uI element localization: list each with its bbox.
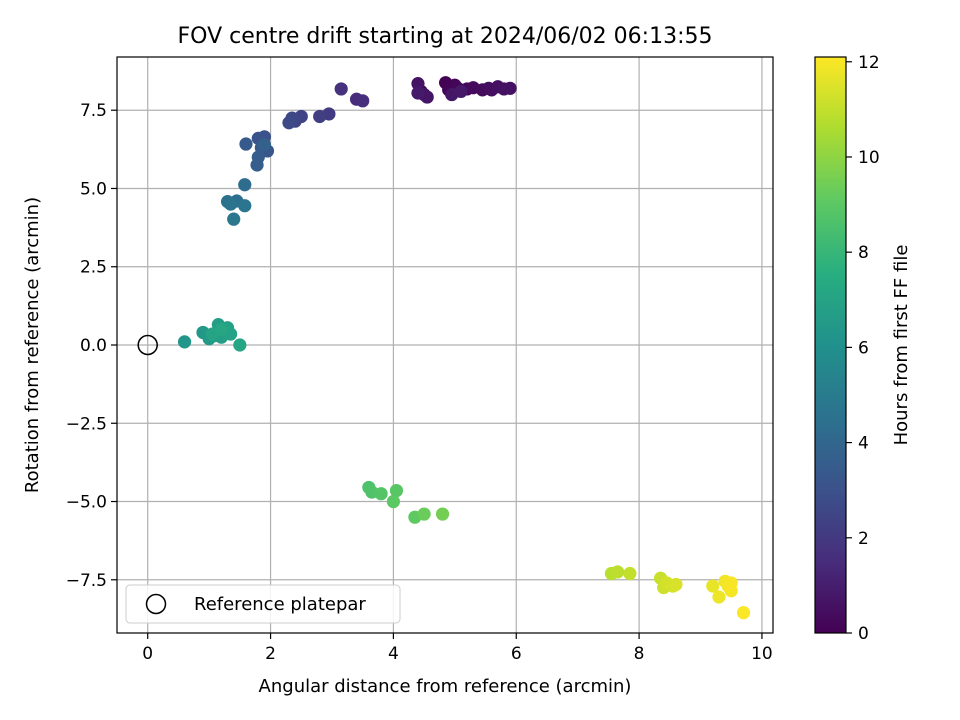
data-point xyxy=(386,494,401,509)
data-point xyxy=(669,577,683,592)
data-point xyxy=(334,82,348,96)
data-point xyxy=(417,507,431,521)
y-tick-label: 0.0 xyxy=(80,336,107,356)
data-point xyxy=(227,212,241,226)
data-point xyxy=(411,86,425,100)
y-tick-label: 5.0 xyxy=(80,179,107,199)
data-point xyxy=(724,576,738,590)
x-tick-label: 0 xyxy=(142,644,153,664)
data-point xyxy=(706,579,720,593)
data-point xyxy=(238,178,252,192)
data-points xyxy=(177,76,751,620)
chart-title: FOV centre drift starting at 2024/06/02 … xyxy=(178,24,713,49)
data-point xyxy=(736,606,751,620)
data-point xyxy=(224,197,238,211)
data-point xyxy=(257,138,272,152)
y-tick-label: 2.5 xyxy=(80,258,107,278)
data-point xyxy=(389,483,404,498)
y-tick-label: 7.5 xyxy=(80,101,107,121)
colorbar-ticks: 0 2 4 6 8 10 12 xyxy=(846,53,880,644)
colorbar-tick-label: 6 xyxy=(858,338,869,358)
data-point xyxy=(374,487,388,501)
colorbar: 0 2 4 6 8 10 12 Hours from first FF file xyxy=(814,53,912,644)
data-point xyxy=(233,338,247,352)
data-point xyxy=(503,81,517,95)
colorbar-tick-label: 4 xyxy=(858,434,869,454)
x-tick-label: 2 xyxy=(265,644,276,664)
legend-label: Reference platepar xyxy=(194,594,366,615)
reference-platepar-marker xyxy=(137,334,158,356)
data-point xyxy=(238,199,252,213)
data-point xyxy=(239,137,253,151)
colorbar-tick-label: 8 xyxy=(858,243,869,263)
colorbar-tick-label: 2 xyxy=(858,529,869,549)
data-point xyxy=(177,335,192,349)
colorbar-label: Hours from first FF file xyxy=(891,245,912,446)
colorbar-gradient xyxy=(814,56,847,634)
data-point xyxy=(214,322,229,336)
plot-area: 0 2 4 6 8 10 −7.5 −5.0 −2.5 0.0 2.5 5.0 7.5 xyxy=(66,56,774,664)
grid xyxy=(117,57,773,633)
colorbar-tick-label: 0 xyxy=(858,624,869,644)
x-tick-label: 4 xyxy=(388,644,399,664)
data-point xyxy=(411,77,425,91)
y-tick-label: −7.5 xyxy=(66,571,107,591)
data-point xyxy=(250,158,264,172)
colorbar-tick-label: 10 xyxy=(858,148,880,168)
data-point xyxy=(282,116,296,130)
y-axis-ticks: −7.5 −5.0 −2.5 0.0 2.5 5.0 7.5 xyxy=(66,101,117,591)
data-point xyxy=(610,565,625,579)
y-tick-label: −2.5 xyxy=(66,414,107,434)
data-point xyxy=(313,109,327,124)
x-tick-label: 8 xyxy=(634,644,645,664)
data-point xyxy=(454,84,468,99)
colorbar-tick-label: 12 xyxy=(858,53,880,73)
legend-marker xyxy=(145,593,167,615)
data-point xyxy=(712,590,726,604)
data-point xyxy=(356,94,370,108)
x-tick-label: 10 xyxy=(751,644,773,664)
x-axis-label: Angular distance from reference (arcmin) xyxy=(259,676,632,697)
x-tick-label: 6 xyxy=(511,644,522,664)
y-tick-label: −5.0 xyxy=(66,493,107,513)
legend: Reference platepar xyxy=(125,584,401,624)
x-axis-ticks: 0 2 4 6 8 10 xyxy=(142,633,773,664)
reference-marker-group xyxy=(137,334,158,356)
data-point xyxy=(435,507,450,521)
y-axis-label: Rotation from reference (arcmin) xyxy=(22,197,43,493)
legend-box xyxy=(125,584,401,624)
data-point xyxy=(623,566,637,581)
